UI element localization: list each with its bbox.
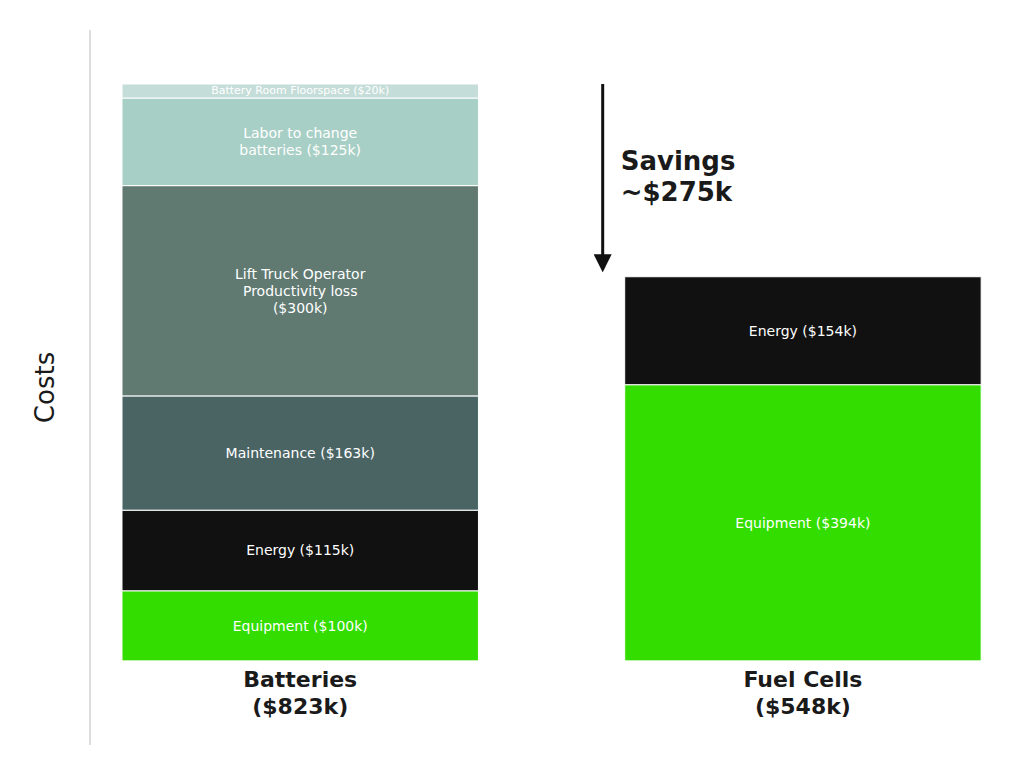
bar-segment <box>122 186 478 396</box>
data-label-line: Productivity loss <box>243 283 358 299</box>
annotation: Savings~$275k <box>621 146 736 207</box>
bar-segment <box>122 591 478 661</box>
data-label-line: Equipment ($394k) <box>735 515 870 531</box>
data-label-line: batteries ($125k) <box>239 142 361 158</box>
bar-segment <box>625 385 981 661</box>
annotation-line: Savings <box>621 146 736 176</box>
data-label-line: Energy ($154k) <box>749 323 857 339</box>
data-labels: Equipment ($100k) Energy ($115k) Maintenan… <box>211 84 870 633</box>
data-label: Battery Room Floorspace ($20k) <box>211 84 389 97</box>
category-label-line: ($823k) <box>252 694 348 719</box>
data-label-line: ($300k) <box>273 300 328 316</box>
bar-segment <box>122 396 478 510</box>
category-label: Fuel Cells($548k) <box>743 667 862 719</box>
bar-segment <box>122 84 478 98</box>
data-label-line: Equipment ($100k) <box>233 618 368 634</box>
data-label: Energy ($154k) <box>749 323 857 339</box>
data-label-line: Energy ($115k) <box>246 542 354 558</box>
y-axis-line <box>90 30 91 745</box>
data-label: Equipment ($100k) <box>233 618 368 634</box>
page: {"chart_data": { "type": "bar", "stacked… <box>0 0 1024 776</box>
data-label-line: Labor to change <box>243 125 357 141</box>
chart: Costs Equipment ($100k) Energy ($115k) Main… <box>0 0 1024 776</box>
annotation-line: ~$275k <box>621 177 733 207</box>
data-label: Maintenance ($163k) <box>226 445 375 461</box>
category-label-line: Fuel Cells <box>743 667 862 692</box>
bar-segment <box>122 98 478 186</box>
data-label: Equipment ($394k) <box>735 515 870 531</box>
category-label-line: Batteries <box>243 667 357 692</box>
data-label-line: Maintenance ($163k) <box>226 445 375 461</box>
data-label-line: Battery Room Floorspace ($20k) <box>211 84 389 97</box>
background <box>0 0 1024 776</box>
data-label-line: Lift Truck Operator <box>235 266 366 282</box>
data-label: Energy ($115k) <box>246 542 354 558</box>
y-axis-label: Costs <box>30 352 60 423</box>
data-label: Lift Truck OperatorProductivity loss($30… <box>235 266 366 316</box>
bars <box>122 84 981 661</box>
category-label: Batteries($823k) <box>243 667 357 719</box>
savings-arrow <box>601 84 604 269</box>
bar-segment <box>625 277 981 385</box>
data-label: Labor to changebatteries ($125k) <box>239 125 361 158</box>
bar-segment <box>122 510 478 591</box>
category-label-line: ($548k) <box>755 694 851 719</box>
